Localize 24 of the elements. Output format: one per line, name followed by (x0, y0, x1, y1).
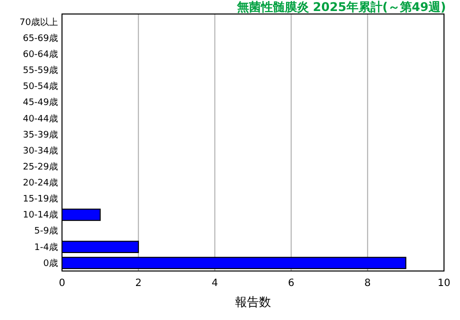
y-tick-label: 15-19歳 (22, 194, 58, 205)
y-tick-label: 10-14歳 (22, 210, 58, 221)
x-tick-label: 2 (135, 278, 142, 290)
y-tick-label: 30-34歳 (22, 145, 58, 156)
x-tick-label: 4 (212, 278, 218, 290)
y-tick-label: 45-49歳 (22, 97, 58, 108)
y-tick-label: 0歳 (43, 258, 58, 269)
x-tick-label: 10 (438, 278, 450, 290)
y-tick-label: 35-39歳 (22, 129, 58, 140)
x-tick-label: 8 (364, 278, 371, 290)
x-axis-title: 報告数 (235, 295, 271, 309)
y-tick-label: 50-54歳 (22, 81, 58, 92)
y-tick-label: 40-44歳 (22, 113, 58, 124)
y-tick-label: 1-4歳 (34, 242, 58, 253)
y-tick-label: 20-24歳 (22, 178, 58, 189)
y-tick-label: 25-29歳 (22, 161, 58, 172)
y-tick-label: 5-9歳 (34, 226, 58, 237)
chart-title: 無菌性髄膜炎 2025年累計(～第49週) (236, 0, 446, 14)
y-tick-label: 55-59歳 (22, 65, 58, 76)
x-tick-label: 6 (288, 278, 294, 290)
y-tick-label: 60-64歳 (22, 49, 58, 60)
x-tick-label: 0 (58, 278, 66, 290)
y-tick-label: 70歳以上 (20, 16, 58, 28)
y-tick-label: 65-69歳 (22, 32, 58, 44)
